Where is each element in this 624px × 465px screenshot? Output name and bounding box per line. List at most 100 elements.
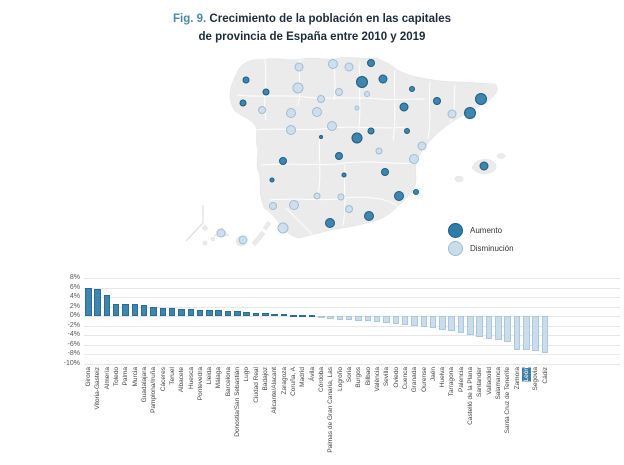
city-bubble-huesca[interactable]: [409, 86, 415, 92]
x-label-zamora[interactable]: Zamora: [513, 367, 522, 463]
bar-girona[interactable]: [85, 288, 92, 317]
x-label-palmas-de-gran-canaria-las[interactable]: Palmas de Gran Canaria, Las: [326, 367, 335, 463]
city-bubble-palmas-de-gran-canaria-las[interactable]: [238, 235, 248, 245]
city-bubble-oviedo[interactable]: [294, 62, 304, 72]
x-label-c-diz[interactable]: Cádiz: [541, 367, 550, 463]
bar-granada[interactable]: [411, 316, 418, 327]
city-bubble-vitoria-gasteiz[interactable]: [356, 76, 368, 88]
city-bubble-barcelona[interactable]: [464, 107, 476, 119]
x-label-zaragoza[interactable]: Zaragoza: [280, 367, 289, 463]
bar-ciudad-real[interactable]: [252, 312, 260, 317]
city-bubble-murcia[interactable]: [394, 191, 404, 201]
x-label-teruel[interactable]: Teruel: [168, 367, 177, 463]
x-label-ja-n[interactable]: Jaén: [429, 367, 438, 463]
city-bubble-granada[interactable]: [345, 205, 353, 213]
city-bubble-salamanca[interactable]: [286, 125, 296, 135]
bar-salamanca[interactable]: [495, 316, 502, 341]
x-label-santander[interactable]: Santander: [475, 367, 484, 463]
x-label-tarragona[interactable]: Tarragona: [447, 367, 456, 463]
legend-item-aumento[interactable]: Aumento: [448, 221, 514, 239]
bar-le-n[interactable]: [523, 316, 530, 350]
bar-segovia[interactable]: [532, 316, 539, 352]
bar-madrid[interactable]: [299, 315, 306, 318]
city-bubble-c-diz[interactable]: [277, 222, 289, 234]
bar--vila[interactable]: [308, 315, 316, 318]
city-bubble-castell-de-la-plana[interactable]: [417, 141, 427, 151]
x-label-salamanca[interactable]: Salamanca: [494, 367, 503, 463]
city-bubble-lleida[interactable]: [433, 97, 441, 105]
city-bubble-val-ncia[interactable]: [409, 154, 419, 164]
bar-castell-de-la-plana[interactable]: [467, 316, 474, 336]
x-label-vitoria-gasteiz[interactable]: Vitoria-Gasteiz: [93, 367, 102, 463]
x-label-ciudad-real[interactable]: Ciudad Real: [252, 367, 261, 463]
city-bubble-c-ceres[interactable]: [279, 157, 287, 165]
city-bubble-coru-a-a[interactable]: [242, 76, 250, 84]
x-label-guadalajara[interactable]: Guadalajara: [140, 367, 149, 463]
x-label-sevilla[interactable]: Sevilla: [382, 367, 391, 463]
bar-huelva[interactable]: [439, 316, 446, 330]
city-bubble-palma[interactable]: [479, 161, 489, 171]
x-label-ourense[interactable]: Ourense: [420, 367, 429, 463]
city-bubble-albacete[interactable]: [381, 168, 389, 176]
bar-tarragona[interactable]: [448, 316, 455, 332]
city-bubble-tarragona[interactable]: [447, 109, 457, 119]
city-bubble-m-laga[interactable]: [325, 218, 335, 228]
bar-bilbao[interactable]: [364, 316, 372, 321]
bar-c-rdoba[interactable]: [318, 316, 325, 319]
x-label-logro-o[interactable]: Logroño: [336, 367, 345, 463]
bar-palencia[interactable]: [457, 316, 465, 333]
bar-santa-cruz-de-tenerife[interactable]: [504, 316, 511, 342]
bar-ja-n[interactable]: [429, 316, 437, 329]
city-bubble-huelva[interactable]: [269, 202, 277, 210]
city-bubble-ja-n[interactable]: [337, 193, 345, 201]
x-label-bilbao[interactable]: Bilbao: [364, 367, 373, 463]
x-label-albacete[interactable]: Albacete: [177, 367, 186, 463]
bar-burgos[interactable]: [355, 316, 362, 321]
bar-cuenca[interactable]: [401, 316, 409, 326]
city-bubble-burgos[interactable]: [335, 88, 343, 96]
x-label-c-rdoba[interactable]: Córdoba: [317, 367, 326, 463]
city-bubble-santander[interactable]: [328, 59, 338, 69]
city-bubble-lugo[interactable]: [262, 88, 270, 96]
bar-pontevedra[interactable]: [196, 310, 204, 317]
x-label-segovia[interactable]: Segovia: [531, 367, 540, 463]
city-bubble-bilbao[interactable]: [344, 62, 354, 72]
x-label--vila[interactable]: Ávila: [308, 367, 317, 463]
x-label-le-n[interactable]: León: [522, 367, 532, 463]
x-label-valladolid[interactable]: Valladolid: [485, 367, 494, 463]
bar-soria[interactable]: [345, 316, 353, 321]
bar-c-diz[interactable]: [541, 316, 549, 353]
x-label-barcelona[interactable]: Barcelona: [224, 367, 233, 463]
x-label-cuenca[interactable]: Cuenca: [401, 367, 410, 463]
bar-alicante-alacant[interactable]: [271, 313, 278, 317]
bar-lugo[interactable]: [243, 311, 250, 317]
city-bubble-ciudad-real[interactable]: [341, 172, 347, 178]
bar-zaragoza[interactable]: [280, 314, 288, 317]
city-bubble-guadalajara[interactable]: [367, 127, 375, 135]
bar-murcia[interactable]: [131, 304, 139, 317]
bar-teruel[interactable]: [168, 308, 176, 317]
x-label-m-laga[interactable]: Málaga: [214, 367, 223, 463]
x-label-coru-a-a[interactable]: Coruña, A: [289, 367, 298, 463]
bar-c-ceres[interactable]: [159, 307, 167, 317]
city-bubble-segovia[interactable]: [327, 121, 337, 131]
bar-barcelona[interactable]: [224, 310, 232, 317]
x-label-girona[interactable]: Girona: [84, 367, 93, 463]
x-label-santa-cruz-de-tenerife[interactable]: Santa Cruz de Tenerife: [503, 367, 512, 463]
city-bubble-alicante-alacant[interactable]: [413, 189, 419, 195]
x-label-murcia[interactable]: Murcia: [131, 367, 140, 463]
x-label-madrid[interactable]: Madrid: [298, 367, 307, 463]
city-bubble-donostia-san-sebasti-n[interactable]: [367, 59, 375, 67]
x-label-donostia-san-sebasti-n[interactable]: Donostia/San Sebastián: [233, 367, 242, 463]
bar-almer-a[interactable]: [103, 295, 111, 317]
city-bubble-teruel[interactable]: [404, 128, 410, 134]
x-label-lleida[interactable]: Lleida: [205, 367, 214, 463]
x-label-huelva[interactable]: Huelva: [438, 367, 447, 463]
city-bubble-zaragoza[interactable]: [399, 102, 409, 112]
city-bubble--vila[interactable]: [319, 135, 323, 139]
city-bubble-valladolid[interactable]: [312, 107, 322, 117]
x-label-pontevedra[interactable]: Pontevedra: [196, 367, 205, 463]
bar-palmas-de-gran-canaria-las[interactable]: [327, 316, 334, 320]
x-label-pamplona-iru-a[interactable]: Pamplona/Iruña: [149, 367, 158, 463]
city-bubble-palencia[interactable]: [317, 95, 325, 103]
